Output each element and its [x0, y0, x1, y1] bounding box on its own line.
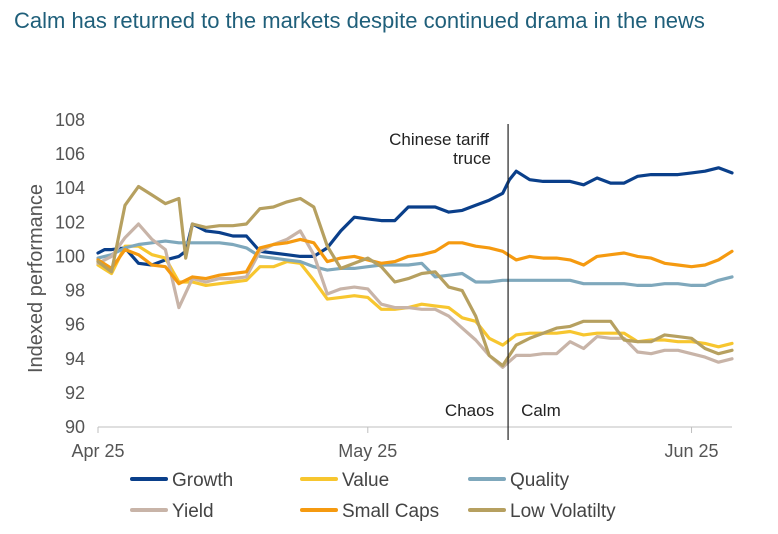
y-tick-label: 94	[65, 349, 85, 369]
legend-label-quality: Quality	[510, 470, 570, 491]
y-tick-label: 96	[65, 315, 85, 335]
legend-label-low-volatilty: Low Volatilty	[510, 501, 616, 522]
x-tick-label: May 25	[338, 441, 397, 461]
y-tick-label: 106	[55, 144, 85, 164]
series-line-small-caps	[96, 237, 734, 286]
chaos-label: Chaos	[445, 401, 494, 420]
y-axis-label: Indexed performance	[25, 184, 47, 373]
y-axis: 90 92 94 96 98 100 102 104 106 108	[55, 110, 85, 437]
y-tick-label: 100	[55, 246, 85, 266]
series-line-value	[96, 244, 734, 349]
y-tick-label: 108	[55, 110, 85, 130]
x-tick-label: Apr 25	[71, 441, 124, 461]
y-tick-label: 98	[65, 281, 85, 301]
legend-label-growth: Growth	[172, 470, 233, 491]
legend-label-small-caps: Small Caps	[342, 501, 439, 522]
event-label-line1: Chinese tariff	[389, 130, 489, 149]
y-tick-label: 102	[55, 212, 85, 232]
y-tick-label: 104	[55, 178, 85, 198]
x-tick-label: Jun 25	[665, 441, 719, 461]
y-tick-label: 92	[65, 383, 85, 403]
x-axis: Apr 25 May 25 Jun 25	[71, 427, 719, 461]
series-line-growth	[96, 166, 734, 267]
series-line-yield	[96, 222, 734, 369]
series-line-quality	[96, 239, 734, 287]
calm-label: Calm	[521, 401, 561, 420]
chart-title: Calm has returned to the markets despite…	[14, 8, 705, 33]
legend: Growth Value Quality Yield Small Caps Low Vol…	[130, 470, 616, 522]
series-group	[96, 166, 734, 369]
event-label-line2: truce	[453, 149, 491, 168]
series-line-low-volatilty	[96, 184, 734, 368]
legend-label-value: Value	[342, 470, 389, 491]
y-tick-label: 90	[65, 417, 85, 437]
legend-label-yield: Yield	[172, 501, 214, 522]
